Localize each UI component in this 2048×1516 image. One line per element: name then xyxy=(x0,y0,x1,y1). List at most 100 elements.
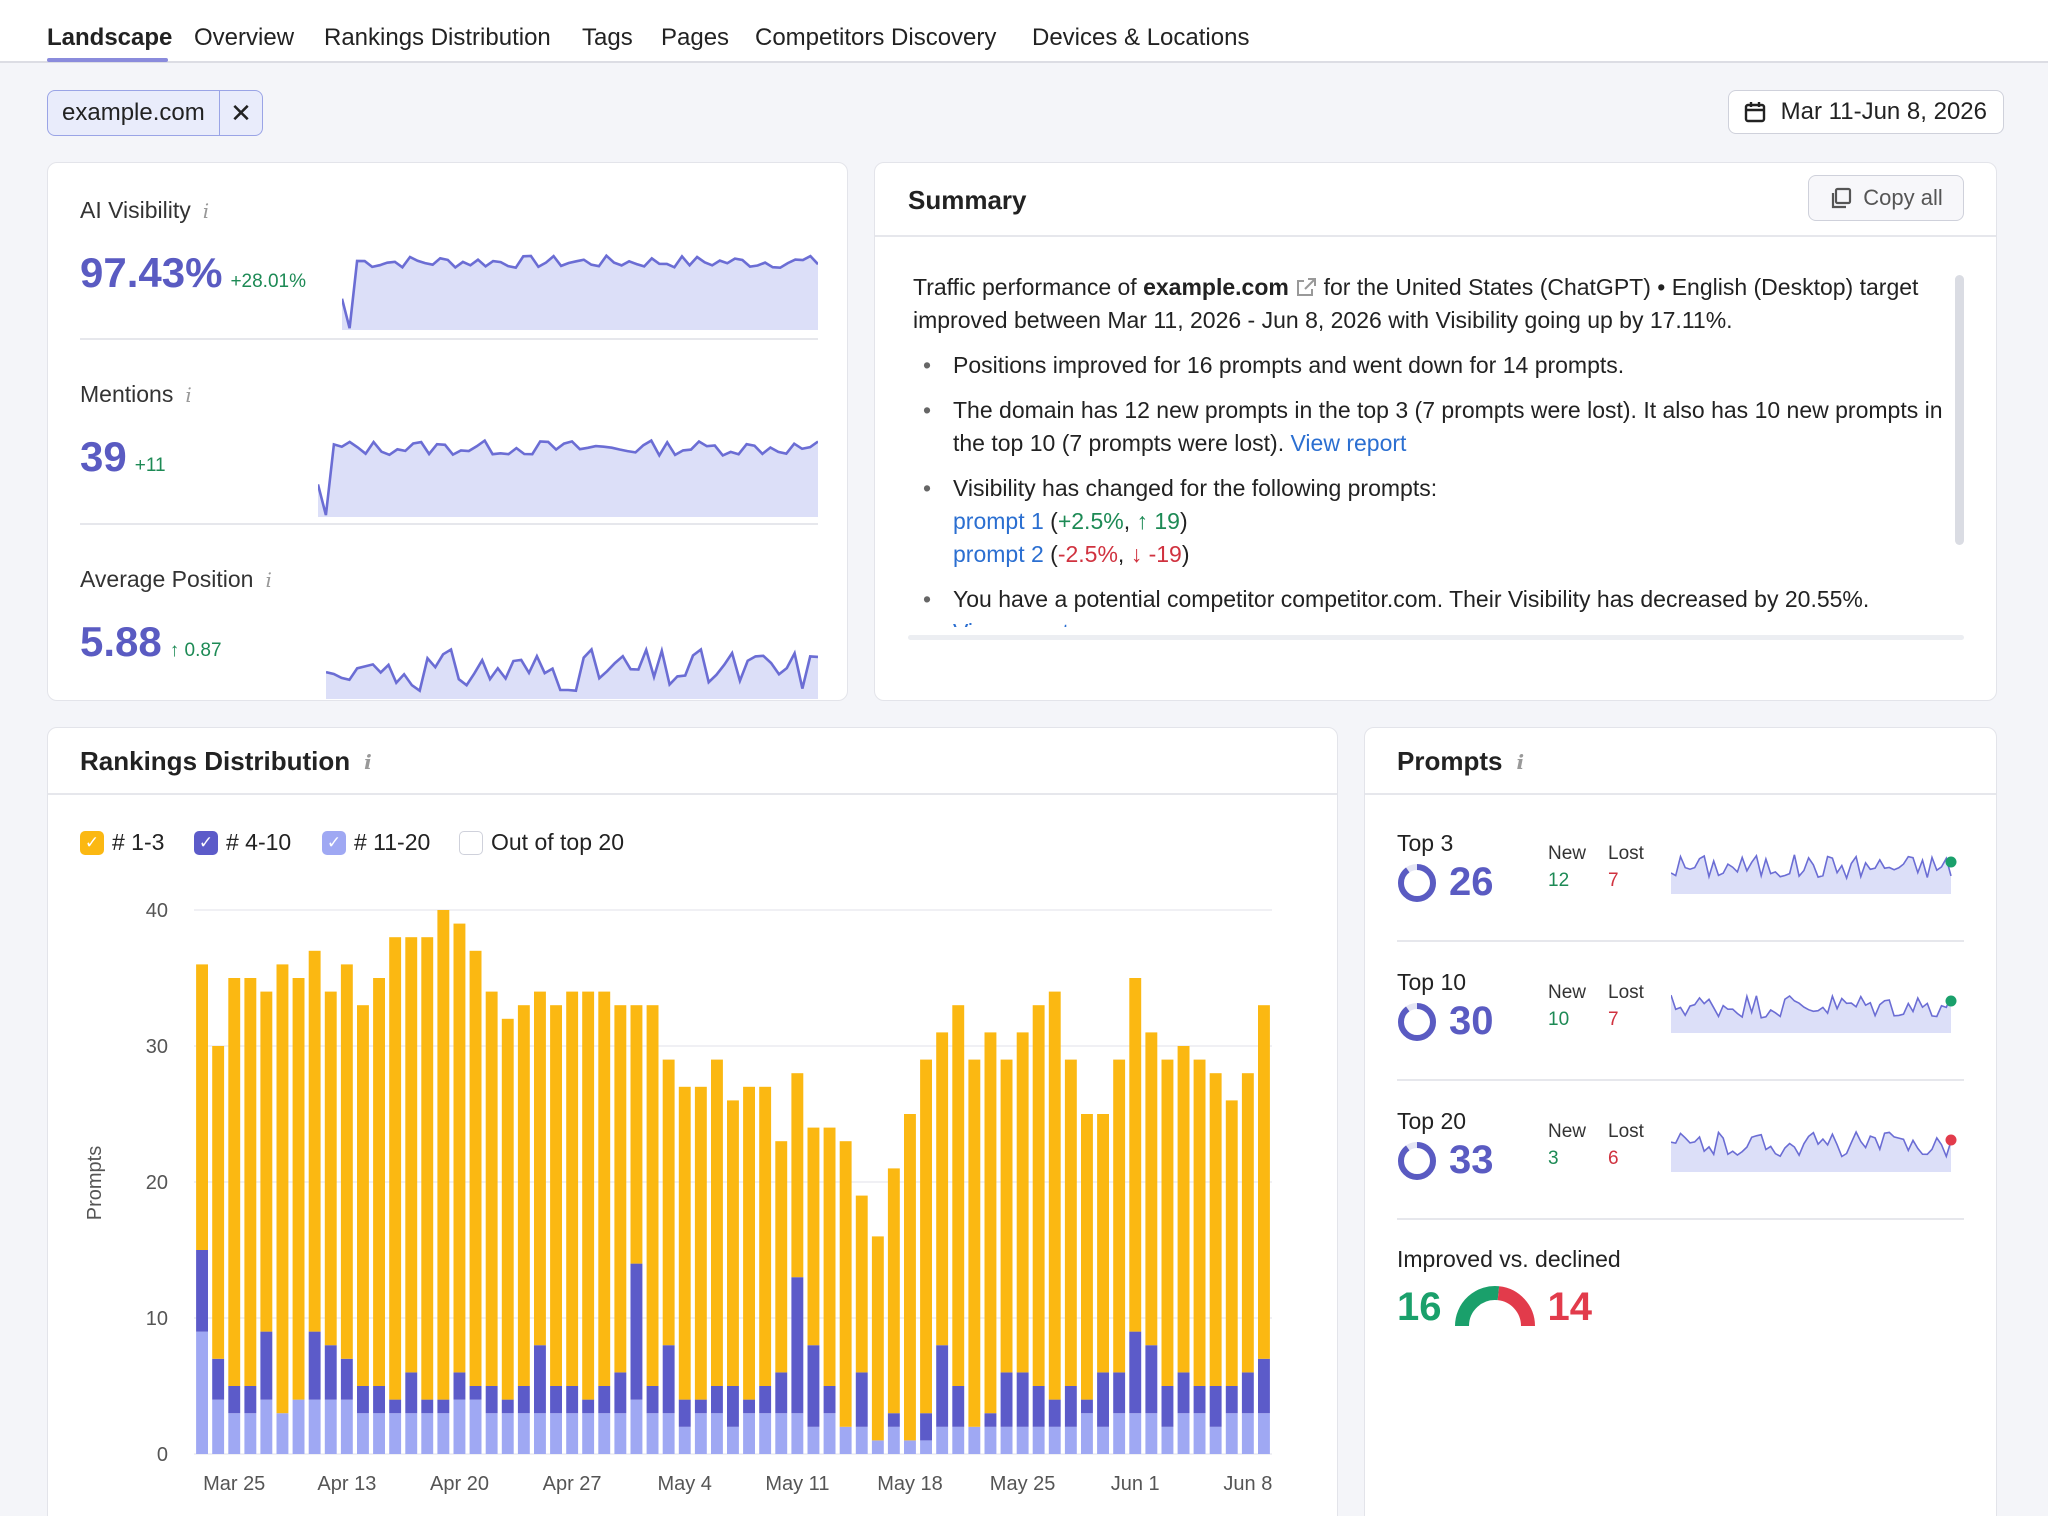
bar-segment[interactable] xyxy=(566,991,579,1386)
bar-segment[interactable] xyxy=(775,1372,788,1414)
bar-segment[interactable] xyxy=(373,978,385,1386)
bar-segment[interactable] xyxy=(1113,1059,1126,1373)
bar-segment[interactable] xyxy=(1000,1059,1013,1373)
bar-segment[interactable] xyxy=(1258,1358,1270,1414)
bar-segment[interactable] xyxy=(871,1440,884,1454)
bar-segment[interactable] xyxy=(646,1413,659,1454)
bar-segment[interactable] xyxy=(1161,1386,1174,1427)
bar-segment[interactable] xyxy=(1258,1413,1270,1454)
bar-segment[interactable] xyxy=(550,1386,562,1414)
bar-segment[interactable] xyxy=(807,1426,820,1454)
bar-segment[interactable] xyxy=(517,1005,530,1386)
bar-segment[interactable] xyxy=(1081,1114,1093,1400)
bar-segment[interactable] xyxy=(598,1413,611,1454)
bar-segment[interactable] xyxy=(775,1413,788,1454)
prompt-1-link[interactable]: prompt 1 xyxy=(953,508,1044,534)
bar-segment[interactable] xyxy=(405,937,418,1373)
bar-segment[interactable] xyxy=(534,991,546,1346)
bar-segment[interactable] xyxy=(984,1413,997,1427)
bar-segment[interactable] xyxy=(340,1358,353,1400)
bar-segment[interactable] xyxy=(324,1399,337,1454)
bar-segment[interactable] xyxy=(196,1250,208,1332)
horizontal-scrollbar[interactable] xyxy=(908,635,1964,640)
bar-segment[interactable] xyxy=(1032,1426,1045,1454)
bar-segment[interactable] xyxy=(469,1399,482,1454)
bar-segment[interactable] xyxy=(807,1345,820,1427)
bar-segment[interactable] xyxy=(244,978,257,1386)
bar-segment[interactable] xyxy=(485,1413,498,1454)
close-icon[interactable]: ✕ xyxy=(230,97,252,128)
bar-segment[interactable] xyxy=(244,1413,257,1454)
bar-segment[interactable] xyxy=(630,1399,643,1454)
bar-segment[interactable] xyxy=(1048,1399,1061,1427)
bar-segment[interactable] xyxy=(952,1386,965,1427)
bar-segment[interactable] xyxy=(1241,1413,1254,1454)
bar-segment[interactable] xyxy=(1113,1413,1126,1454)
bar-segment[interactable] xyxy=(904,1114,916,1441)
bar-segment[interactable] xyxy=(662,1345,675,1414)
bar-segment[interactable] xyxy=(1016,1372,1029,1427)
bar-segment[interactable] xyxy=(871,1236,884,1441)
tab-overview[interactable]: Overview xyxy=(194,24,295,51)
bar-segment[interactable] xyxy=(1177,1372,1190,1414)
bar-segment[interactable] xyxy=(1161,1059,1174,1386)
external-link-icon[interactable] xyxy=(1295,277,1317,297)
legend-top10[interactable]: ✓ # 4-10 xyxy=(194,829,291,856)
bar-segment[interactable] xyxy=(711,1413,723,1454)
bar-segment[interactable] xyxy=(308,1331,321,1400)
bar-segment[interactable] xyxy=(357,1413,369,1454)
bar-segment[interactable] xyxy=(357,1005,369,1386)
bar-segment[interactable] xyxy=(1048,1426,1061,1454)
bar-segment[interactable] xyxy=(453,1399,466,1454)
info-icon[interactable]: i xyxy=(202,198,210,223)
bar-segment[interactable] xyxy=(839,1141,852,1427)
bar-segment[interactable] xyxy=(984,1032,997,1414)
bar-segment[interactable] xyxy=(550,1005,562,1386)
bar-segment[interactable] xyxy=(340,1399,353,1454)
bar-segment[interactable] xyxy=(1113,1372,1126,1414)
bar-segment[interactable] xyxy=(405,1372,418,1414)
bar-segment[interactable] xyxy=(373,1413,385,1454)
info-icon[interactable]: i xyxy=(1516,749,1525,774)
bar-segment[interactable] xyxy=(1064,1426,1077,1454)
bar-segment[interactable] xyxy=(904,1440,916,1454)
bar-segment[interactable] xyxy=(855,1426,868,1454)
bar-segment[interactable] xyxy=(823,1127,836,1386)
bar-segment[interactable] xyxy=(485,1386,498,1414)
bar-segment[interactable] xyxy=(292,1399,305,1454)
info-icon[interactable]: i xyxy=(364,749,372,774)
bar-segment[interactable] xyxy=(887,1413,900,1427)
vertical-scrollbar[interactable] xyxy=(1955,275,1964,545)
date-range-button[interactable]: Mar 11-Jun 8, 2026 xyxy=(1727,90,2004,134)
tab-competitors-discovery[interactable]: Competitors Discovery xyxy=(755,24,997,51)
bar-segment[interactable] xyxy=(1129,978,1142,1332)
bar-segment[interactable] xyxy=(196,1331,208,1454)
bar-segment[interactable] xyxy=(823,1386,836,1414)
bar-segment[interactable] xyxy=(453,1372,466,1400)
bar-segment[interactable] xyxy=(276,964,289,1414)
bar-segment[interactable] xyxy=(1193,1413,1206,1454)
bar-segment[interactable] xyxy=(1097,1426,1109,1454)
bar-segment[interactable] xyxy=(920,1413,932,1441)
bar-segment[interactable] xyxy=(1032,1386,1045,1427)
bar-segment[interactable] xyxy=(743,1413,755,1454)
bar-segment[interactable] xyxy=(887,1426,900,1454)
view-report-link[interactable]: View report xyxy=(953,619,1069,627)
bar-segment[interactable] xyxy=(260,1399,273,1454)
bar-segment[interactable] xyxy=(1000,1372,1013,1427)
bar-segment[interactable] xyxy=(678,1399,691,1427)
tab-tags[interactable]: Tags xyxy=(582,24,633,51)
tab-devices-locations[interactable]: Devices & Locations xyxy=(1032,24,1250,51)
bar-segment[interactable] xyxy=(887,1168,900,1414)
bar-segment[interactable] xyxy=(1145,1345,1158,1414)
bar-segment[interactable] xyxy=(759,1086,772,1386)
bar-segment[interactable] xyxy=(405,1413,418,1454)
bar-segment[interactable] xyxy=(244,1386,257,1414)
bar-segment[interactable] xyxy=(791,1073,804,1278)
bar-segment[interactable] xyxy=(1048,991,1061,1400)
bar-segment[interactable] xyxy=(582,1413,595,1454)
bar-segment[interactable] xyxy=(1097,1114,1109,1373)
bar-segment[interactable] xyxy=(212,1046,225,1359)
bar-segment[interactable] xyxy=(855,1195,868,1373)
bar-segment[interactable] xyxy=(855,1372,868,1427)
